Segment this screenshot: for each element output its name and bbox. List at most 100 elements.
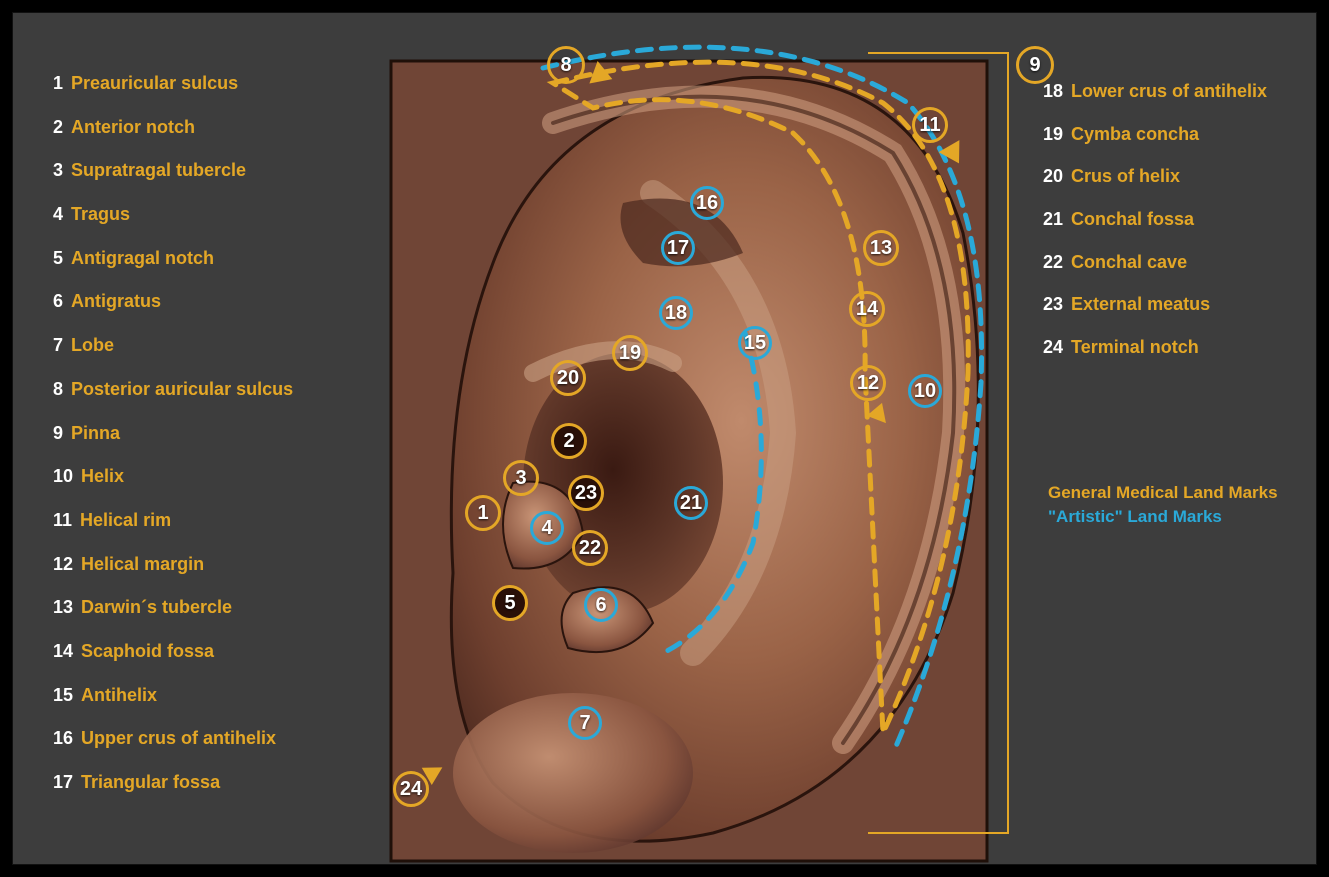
marker-9: 9 [1016, 46, 1054, 84]
marker-20: 20 [550, 360, 586, 396]
legend-item: 4 Tragus [53, 204, 293, 225]
legend-item: 24 Terminal notch [1043, 337, 1267, 358]
legend-number: 17 [53, 772, 73, 793]
legend-number: 7 [53, 335, 63, 356]
color-key: General Medical Land Marks "Artistic" Lan… [1048, 483, 1278, 531]
legend-item: 19 Cymba concha [1043, 124, 1267, 145]
marker-12: 12 [850, 365, 886, 401]
legend-number: 18 [1043, 81, 1063, 102]
legend-label: Tragus [71, 204, 130, 225]
legend-label: Conchal cave [1071, 252, 1187, 273]
marker-22: 22 [572, 530, 608, 566]
marker-15: 15 [738, 326, 772, 360]
legend-number: 23 [1043, 294, 1063, 315]
legend-item: 17 Triangular fossa [53, 772, 293, 793]
legend-item: 3 Supratragal tubercle [53, 160, 293, 181]
marker-2: 2 [551, 423, 587, 459]
legend-number: 1 [53, 73, 63, 94]
legend-number: 8 [53, 379, 63, 400]
legend-label: Triangular fossa [81, 772, 220, 793]
marker-circle: 9 [1016, 46, 1054, 84]
marker-circle: 3 [503, 460, 539, 496]
legend-number: 11 [53, 510, 72, 531]
legend-number: 16 [53, 728, 73, 749]
marker-24: 24 [393, 771, 429, 807]
legend-number: 6 [53, 291, 63, 312]
legend-label: Cymba concha [1071, 124, 1199, 145]
legend-number: 15 [53, 685, 73, 706]
legend-right: 18 Lower crus of antihelix 19 Cymba concha 2… [1043, 81, 1267, 358]
legend-label: Anterior notch [71, 117, 195, 138]
marker-18: 18 [659, 296, 693, 330]
marker-circle: 13 [863, 230, 899, 266]
legend-label: Lobe [71, 335, 114, 356]
marker-circle: 24 [393, 771, 429, 807]
legend-item: 12Helical margin [53, 554, 293, 575]
legend-label: Lower crus of antihelix [1071, 81, 1267, 102]
legend-label: Scaphoid fossa [81, 641, 214, 662]
marker-circle: 16 [690, 186, 724, 220]
marker-3: 3 [503, 460, 539, 496]
legend-item: 6 Antigratus [53, 291, 293, 312]
legend-item: 10 Helix [53, 466, 293, 487]
legend-item: 23External meatus [1043, 294, 1267, 315]
legend-number: 10 [53, 466, 73, 487]
marker-circle: 11 [912, 107, 948, 143]
legend-label: Conchal fossa [1071, 209, 1194, 230]
legend-item: 20Crus of helix [1043, 166, 1267, 187]
marker-circle: 21 [674, 486, 708, 520]
marker-circle: 1 [465, 495, 501, 531]
marker-circle: 18 [659, 296, 693, 330]
key-line: "Artistic" Land Marks [1048, 507, 1278, 527]
marker-circle: 17 [661, 231, 695, 265]
marker-19: 19 [612, 335, 648, 371]
marker-6: 6 [584, 588, 618, 622]
legend-number: 14 [53, 641, 73, 662]
legend-label: Darwin´s tubercle [81, 597, 232, 618]
marker-23: 23 [568, 475, 604, 511]
legend-label: Preauricular sulcus [71, 73, 238, 94]
legend-label: Supratragal tubercle [71, 160, 246, 181]
marker-14: 14 [849, 291, 885, 327]
legend-label: Posterior auricular sulcus [71, 379, 293, 400]
legend-item: 21 Conchal fossa [1043, 209, 1267, 230]
marker-4: 4 [530, 511, 564, 545]
legend-item: 2Anterior notch [53, 117, 293, 138]
legend-number: 19 [1043, 124, 1063, 145]
legend-number: 22 [1043, 252, 1063, 273]
marker-circle: 10 [908, 374, 942, 408]
legend-label: Helix [81, 466, 124, 487]
marker-circle: 8 [547, 46, 585, 84]
legend-number: 20 [1043, 166, 1063, 187]
legend-item: 5 Antigragal notch [53, 248, 293, 269]
marker-circle: 7 [568, 706, 602, 740]
legend-item: 11Helical rim [53, 510, 293, 531]
legend-label: Upper crus of antihelix [81, 728, 276, 749]
legend-label: Antihelix [81, 685, 157, 706]
marker-circle: 14 [849, 291, 885, 327]
legend-number: 24 [1043, 337, 1063, 358]
legend-label: Helical margin [81, 554, 204, 575]
marker-11: 11 [912, 107, 948, 143]
legend-label: Terminal notch [1071, 337, 1199, 358]
marker-circle: 6 [584, 588, 618, 622]
marker-circle: 19 [612, 335, 648, 371]
marker-circle: 23 [568, 475, 604, 511]
marker-16: 16 [690, 186, 724, 220]
legend-item: 13Darwin´s tubercle [53, 597, 293, 618]
marker-circle: 4 [530, 511, 564, 545]
legend-label: Antigragal notch [71, 248, 214, 269]
marker-8: 8 [547, 46, 585, 84]
marker-circle: 20 [550, 360, 586, 396]
legend-item: 16 Upper crus of antihelix [53, 728, 293, 749]
legend-number: 3 [53, 160, 63, 181]
legend-number: 4 [53, 204, 63, 225]
marker-7: 7 [568, 706, 602, 740]
legend-number: 21 [1043, 209, 1063, 230]
key-line: General Medical Land Marks [1048, 483, 1278, 503]
marker-17: 17 [661, 231, 695, 265]
legend-label: Antigratus [71, 291, 161, 312]
marker-1: 1 [465, 495, 501, 531]
legend-number: 5 [53, 248, 63, 269]
legend-item: 8 Posterior auricular sulcus [53, 379, 293, 400]
